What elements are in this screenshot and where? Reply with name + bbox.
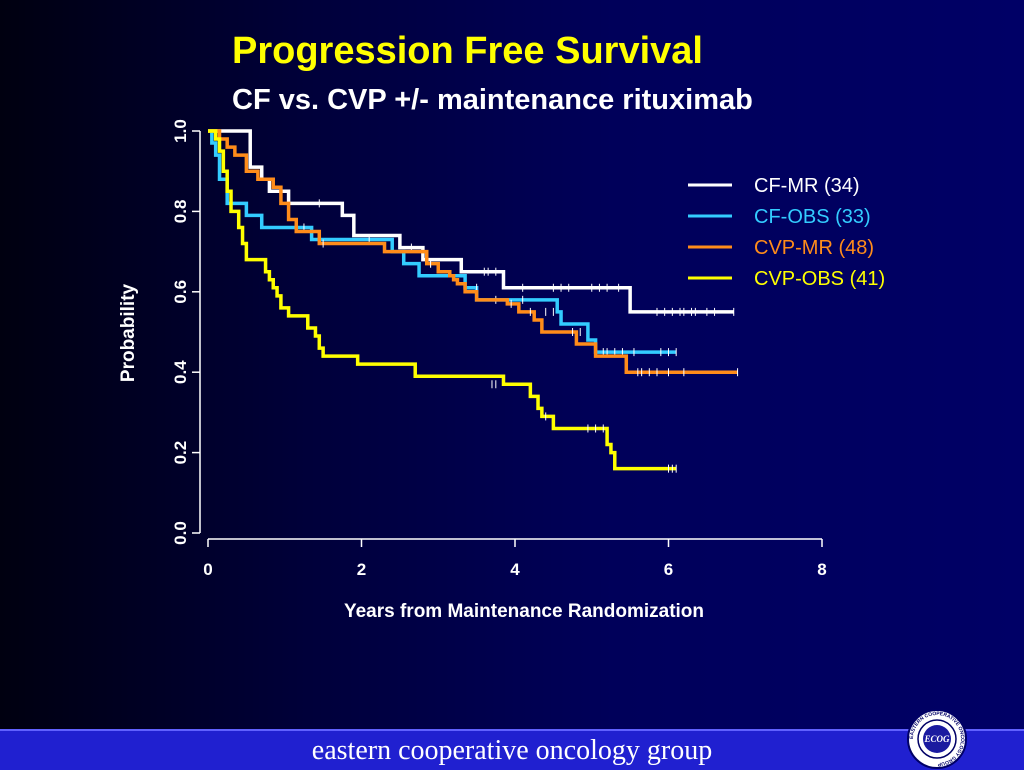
series-0 xyxy=(208,129,735,316)
series-2 xyxy=(208,129,739,377)
chart-subtitle: CF vs. CVP +/- maintenance rituximab xyxy=(232,84,753,116)
y-tick-label: 0.0 xyxy=(171,521,190,545)
plot-axes: 0 2 4 6 8 0.0 0.2 0.4 0.6 0.8 1.0 xyxy=(171,119,827,579)
x-tick-label: 8 xyxy=(817,560,826,579)
legend-label: CF-OBS (33) xyxy=(754,206,871,228)
plot-series xyxy=(208,129,739,473)
series-3 xyxy=(208,129,677,473)
x-tick-label: 2 xyxy=(357,560,366,579)
y-tick-label: 0.4 xyxy=(171,360,190,384)
logo-center-text: ECOG xyxy=(923,734,950,744)
survival-chart: 0 2 4 6 8 0.0 0.2 0.4 0.6 0.8 1.0 CF-MR (34) CF-OBS… xyxy=(118,119,886,622)
y-tick-label: 0.6 xyxy=(171,280,190,304)
plot-legend: CF-MR (34) CF-OBS (33) CVP-MR (48) CVP-OBS … xyxy=(688,175,885,290)
y-tick-label: 1.0 xyxy=(171,119,190,143)
series-line xyxy=(208,129,677,471)
chart-title: Progression Free Survival xyxy=(232,30,703,72)
y-tick-label: 0.2 xyxy=(171,441,190,465)
y-axis-label: Probability xyxy=(118,283,139,382)
x-tick-label: 6 xyxy=(664,560,673,579)
x-tick-label: 4 xyxy=(510,560,520,579)
y-tick-label: 0.8 xyxy=(171,200,190,224)
legend-label: CF-MR (34) xyxy=(754,175,860,197)
series-line xyxy=(208,129,677,354)
series-line xyxy=(208,129,738,374)
footer-bar: eastern cooperative oncology group xyxy=(0,729,1024,770)
ecog-logo: EASTERN COOPERATIVE ONCOLOGY GROUP ECOG xyxy=(907,709,967,769)
footer-text: eastern cooperative oncology group xyxy=(311,735,713,766)
legend-label: CVP-MR (48) xyxy=(754,237,874,259)
x-axis-label: Years from Maintenance Randomization xyxy=(344,601,704,622)
x-tick-label: 0 xyxy=(203,560,212,579)
series-1 xyxy=(208,129,677,357)
legend-label: CVP-OBS (41) xyxy=(754,268,885,290)
series-line xyxy=(208,129,734,314)
